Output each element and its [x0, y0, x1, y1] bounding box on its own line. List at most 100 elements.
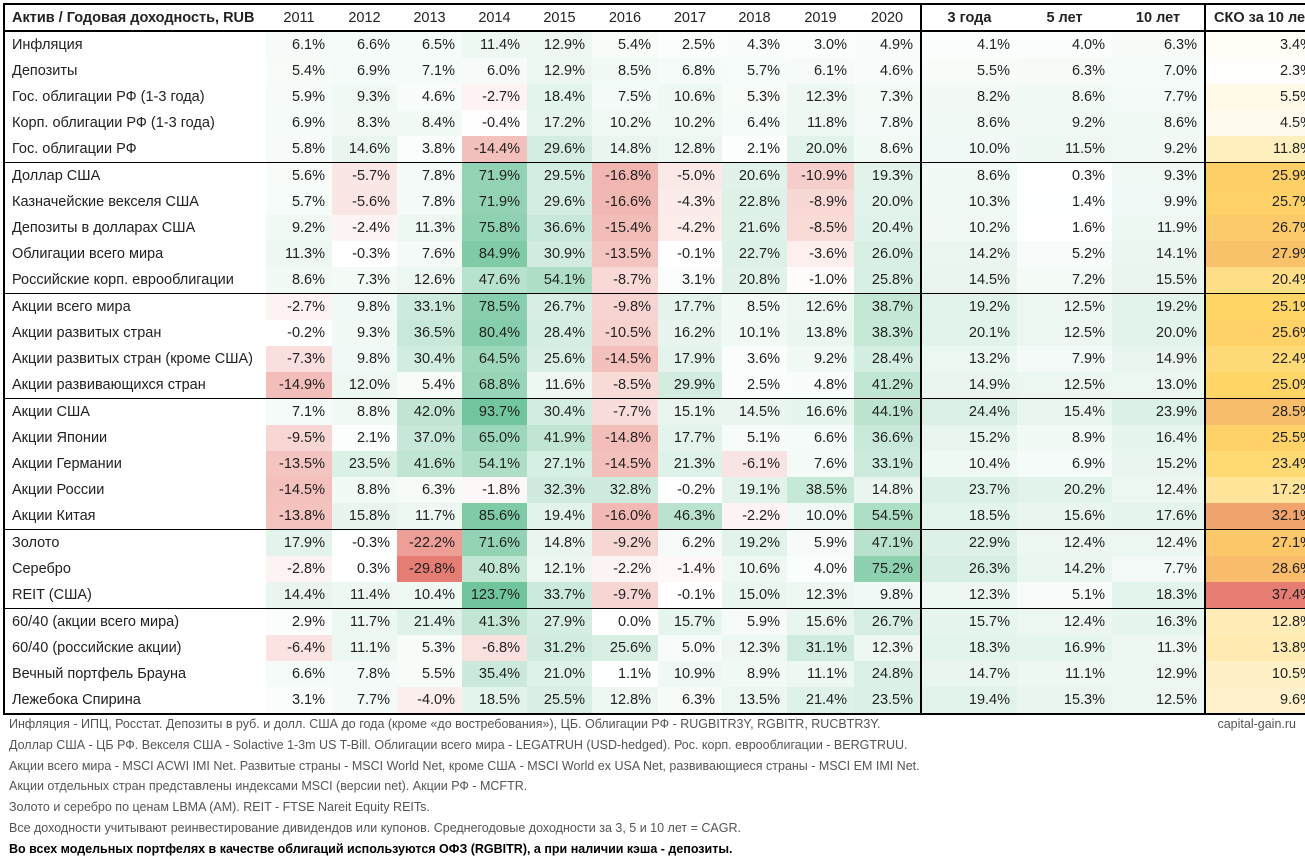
- std-cell: 25.9%: [1204, 162, 1305, 189]
- annual-return-cell: 71.6%: [462, 529, 527, 556]
- annual-return-cell: -6.4%: [266, 635, 332, 661]
- asset-name: Гос. облигации РФ: [4, 136, 266, 163]
- std-cell: 28.5%: [1204, 398, 1305, 425]
- annual-return-cell: 32.8%: [592, 477, 658, 503]
- year-header: 2013: [397, 4, 462, 32]
- std-cell: 13.8%: [1204, 635, 1305, 661]
- footnote-line: Инфляция - ИПЦ, Росстат. Депозиты в руб.…: [9, 717, 881, 731]
- annual-return-cell: 7.1%: [266, 398, 332, 425]
- table-row: Акции развитых стран -0.2% 9.3% 36.5% 80.4% 2…: [4, 320, 1305, 346]
- annual-return-cell: 11.4%: [332, 582, 397, 609]
- annual-return-cell: -9.8%: [592, 293, 658, 320]
- annual-return-cell: 33.1%: [854, 451, 921, 477]
- annual-return-cell: 21.6%: [722, 215, 787, 241]
- annual-return-cell: 6.0%: [462, 58, 527, 84]
- annual-return-cell: 7.3%: [332, 267, 397, 294]
- annual-return-cell: 47.1%: [854, 529, 921, 556]
- asset-name: Казначейские векселя США: [12, 194, 199, 210]
- annual-return-cell: 11.6%: [527, 372, 592, 399]
- annual-return-cell: 11.8%: [787, 110, 854, 136]
- asset-name: Акции развитых стран (кроме США): [12, 351, 253, 367]
- asset-column-header: Актив / Годовая доходность, RUB: [4, 4, 266, 32]
- annual-return-cell: -2.8%: [266, 556, 332, 582]
- annual-return-cell: 27.9%: [527, 608, 592, 635]
- annual-return-cell: 26.0%: [854, 241, 921, 267]
- annual-return-cell: 5.5%: [397, 661, 462, 687]
- std-cell: 11.8%: [1204, 136, 1305, 163]
- annual-return-cell: 14.8%: [592, 136, 658, 163]
- annual-return-cell: 31.2%: [527, 635, 592, 661]
- annual-return-cell: -10.9%: [787, 162, 854, 189]
- table-row: 60/40 (акции всего мира) 2.9% 11.7% 21.4% 41…: [4, 608, 1305, 635]
- std-cell: 9.6%: [1204, 687, 1305, 714]
- avg-return-cell: 15.2%: [920, 425, 1017, 451]
- avg-return-cell: 13.2%: [920, 346, 1017, 372]
- avg-return-cell: 12.3%: [920, 582, 1017, 609]
- annual-return-cell: 42.0%: [397, 398, 462, 425]
- avg-return-cell: 7.7%: [1112, 84, 1205, 110]
- annual-return-cell: 6.1%: [266, 31, 332, 58]
- avg-return-cell: 26.3%: [920, 556, 1017, 582]
- annual-return-cell: -15.4%: [592, 215, 658, 241]
- avg-return-cell: 6.3%: [1112, 31, 1205, 58]
- annual-return-cell: -7.7%: [592, 398, 658, 425]
- avg-return-cell: 0.3%: [1017, 162, 1112, 189]
- annual-return-cell: 93.7%: [462, 398, 527, 425]
- avg-return-cell: 23.7%: [920, 477, 1017, 503]
- annual-return-cell: 12.9%: [527, 58, 592, 84]
- annual-return-cell: 41.3%: [462, 608, 527, 635]
- annual-return-cell: 75.8%: [462, 215, 527, 241]
- std-header: СКО за 10 лет: [1204, 4, 1305, 32]
- annual-return-cell: 40.8%: [462, 556, 527, 582]
- annual-return-cell: 8.9%: [722, 661, 787, 687]
- asset-name: Корп. облигации РФ (1-3 года): [12, 115, 215, 131]
- annual-return-cell: 71.9%: [462, 189, 527, 215]
- year-header: 2015: [527, 4, 592, 32]
- table-row: Золото 17.9% -0.3% -22.2% 71.6% 14.8% -9.2% 6.2…: [4, 529, 1305, 556]
- annual-return-cell: -2.7%: [462, 84, 527, 110]
- annual-return-cell: 25.5%: [527, 687, 592, 714]
- std-cell: 25.1%: [1204, 293, 1305, 320]
- annual-return-cell: 13.8%: [787, 320, 854, 346]
- annual-return-cell: 31.1%: [787, 635, 854, 661]
- annual-return-cell: 5.8%: [266, 136, 332, 163]
- asset-name: Золото: [12, 535, 60, 551]
- avg-return-cell: 14.1%: [1112, 241, 1205, 267]
- annual-return-cell: 21.4%: [787, 687, 854, 714]
- asset-name: Депозиты: [12, 63, 78, 79]
- annual-return-cell: 54.5%: [854, 503, 921, 530]
- annual-return-cell: 5.7%: [266, 189, 332, 215]
- annual-return-cell: 28.4%: [527, 320, 592, 346]
- std-cell: 28.6%: [1204, 556, 1305, 582]
- avg-return-cell: 13.0%: [1112, 372, 1205, 399]
- year-header: 2014: [462, 4, 527, 32]
- year-header: 2020: [854, 4, 921, 32]
- annual-return-cell: -2.2%: [722, 503, 787, 530]
- annual-return-cell: 5.4%: [592, 31, 658, 58]
- annual-return-cell: 19.2%: [722, 529, 787, 556]
- avg-return-cell: 16.3%: [1112, 608, 1205, 635]
- annual-return-cell: 25.6%: [527, 346, 592, 372]
- annual-return-cell: 13.5%: [722, 687, 787, 714]
- table-row: Акции России -14.5% 8.8% 6.3% -1.8% 32.3% 32.8…: [4, 477, 1305, 503]
- annual-return-cell: -1.0%: [787, 267, 854, 294]
- annual-return-cell: 2.5%: [658, 31, 722, 58]
- std-cell: 25.0%: [1204, 372, 1305, 399]
- annual-return-cell: 4.8%: [787, 372, 854, 399]
- annual-return-cell: 15.0%: [722, 582, 787, 609]
- annual-return-cell: -16.6%: [592, 189, 658, 215]
- annual-return-cell: -8.9%: [787, 189, 854, 215]
- avg-return-cell: 15.4%: [1017, 398, 1112, 425]
- table-row: Гос. облигации РФ 5.8% 14.6% 3.8% -14.4% 29.6…: [4, 136, 1305, 163]
- annual-return-cell: 6.9%: [332, 58, 397, 84]
- avg-return-cell: 20.1%: [920, 320, 1017, 346]
- annual-return-cell: 10.1%: [722, 320, 787, 346]
- table-row: REIT (США) 14.4% 11.4% 10.4% 123.7% 33.7% -9.7…: [4, 582, 1305, 609]
- asset-name: Серебро: [12, 561, 71, 577]
- avg-return-cell: 12.5%: [1017, 372, 1112, 399]
- avg-return-cell: 16.4%: [1112, 425, 1205, 451]
- annual-return-cell: 7.8%: [397, 189, 462, 215]
- annual-return-cell: -0.3%: [332, 529, 397, 556]
- std-cell: 32.1%: [1204, 503, 1305, 530]
- avg-return-cell: 12.9%: [1112, 661, 1205, 687]
